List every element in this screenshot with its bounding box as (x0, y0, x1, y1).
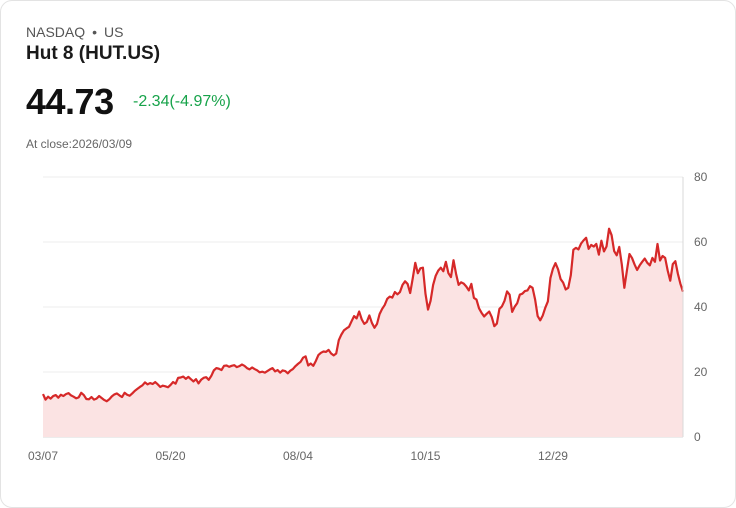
price-area-fill (43, 228, 683, 437)
x-tick-label: 03/07 (28, 449, 58, 463)
y-tick-label: 20 (694, 365, 708, 379)
y-axis-ticks: 0 20 40 60 80 (694, 170, 708, 444)
price-line[interactable] (42, 227, 685, 403)
y-tick-label: 0 (694, 430, 701, 444)
region-label: US (104, 24, 124, 40)
price-change: -2.34(-4.97%) (133, 93, 231, 110)
last-price: 44.73 (26, 81, 114, 122)
x-tick-label: 10/15 (410, 449, 440, 463)
stock-title: Hut 8 (HUT.US) (26, 43, 161, 64)
x-axis-ticks: 03/07 05/20 08/04 10/15 12/29 (28, 449, 568, 463)
x-tick-label: 05/20 (155, 449, 185, 463)
y-tick-label: 40 (694, 300, 708, 314)
y-tick-label: 80 (694, 170, 708, 184)
y-tick-label: 60 (694, 235, 708, 249)
x-tick-label: 08/04 (283, 449, 313, 463)
exchange-line: NASDAQ • US (26, 24, 123, 40)
x-tick-label: 12/29 (538, 449, 568, 463)
exchange-label: NASDAQ (26, 24, 86, 40)
separator-dot: • (92, 24, 98, 40)
close-date: At close:2026/03/09 (26, 137, 133, 151)
